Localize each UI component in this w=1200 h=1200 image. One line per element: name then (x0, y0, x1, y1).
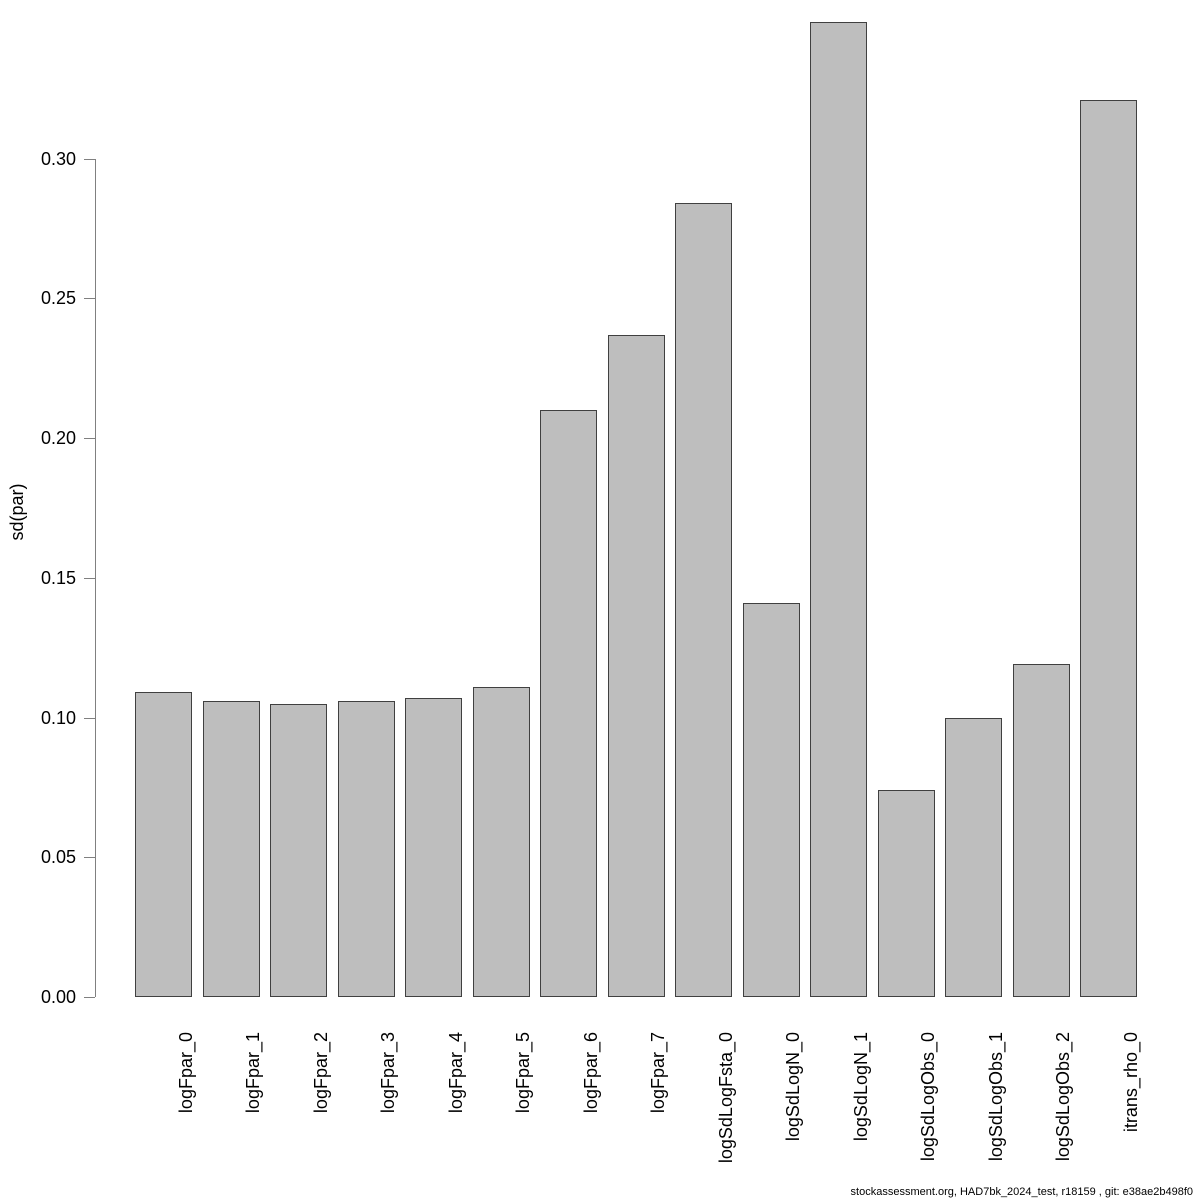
y-axis-title: sd(par) (7, 483, 27, 541)
y-axis-tick (84, 158, 95, 160)
y-axis-tick (84, 717, 95, 719)
bar-logFpar_4 (405, 698, 462, 997)
bar-itrans_rho_0 (1080, 99, 1137, 997)
x-axis-label-logSdLogObs_2: logSdLogObs_2 (1053, 1032, 1073, 1162)
bar-logSdLogObs_2 (1012, 664, 1070, 997)
footer-credit-text: stockassessment.org, HAD7bk_2024_test, r… (850, 1186, 1193, 1198)
bar-logFpar_5 (472, 686, 530, 997)
bar-logFpar_3 (337, 700, 395, 997)
bar-logFpar_1 (202, 700, 260, 997)
y-axis-tick-label: 0.00 (40, 987, 76, 1007)
x-axis-label-logFpar_4: logFpar_4 (445, 1032, 466, 1114)
x-axis-label-itrans_rho_0: itrans_rho_0 (1120, 1032, 1141, 1133)
y-axis-tick-label: 0.20 (40, 428, 76, 449)
bar-logSdLogN_1 (810, 21, 867, 997)
y-axis-tick-label: 0.30 (40, 148, 76, 169)
bar-logSdLogN_0 (742, 602, 800, 997)
y-axis-tick (84, 577, 95, 579)
bar-logSdLogObs_0 (877, 790, 935, 997)
x-axis-label-logFpar_5: logFpar_5 (513, 1032, 533, 1114)
x-axis-label-logSdLogN_1: logSdLogN_1 (850, 1032, 871, 1142)
y-axis-line (95, 158, 96, 997)
y-axis-tick (84, 438, 95, 440)
bar-logSdLogObs_1 (945, 717, 1002, 997)
bar-logFpar_6 (540, 410, 597, 997)
bar-logFpar_7 (607, 334, 665, 997)
y-axis-tick (84, 298, 95, 300)
x-axis-label-logFpar_0: logFpar_0 (175, 1032, 196, 1114)
y-axis-tick-label: 0.15 (40, 567, 76, 588)
x-axis-label-logFpar_2: logFpar_2 (310, 1032, 331, 1114)
y-axis-tick-label: 0.25 (40, 288, 76, 309)
x-axis-label-logFpar_7: logFpar_7 (648, 1032, 668, 1114)
y-axis-tick-label: 0.10 (40, 707, 76, 728)
bar-logFpar_0 (135, 692, 192, 997)
y-axis-tick (84, 997, 95, 998)
bar-logSdLogFsta_0 (675, 203, 732, 997)
x-axis-label-logFpar_3: logFpar_3 (378, 1032, 398, 1114)
x-axis-label-logSdLogFsta_0: logSdLogFsta_0 (715, 1032, 736, 1164)
x-axis-label-logSdLogObs_0: logSdLogObs_0 (918, 1032, 938, 1162)
y-axis-tick-label: 0.05 (40, 847, 76, 868)
x-axis-label-logFpar_6: logFpar_6 (580, 1032, 601, 1114)
bar-logFpar_2 (270, 703, 327, 997)
x-axis-label-logFpar_1: logFpar_1 (243, 1032, 263, 1114)
x-axis-label-logSdLogN_0: logSdLogN_0 (783, 1032, 803, 1142)
x-axis-label-logSdLogObs_1: logSdLogObs_1 (985, 1032, 1006, 1162)
y-axis-tick (84, 857, 95, 859)
